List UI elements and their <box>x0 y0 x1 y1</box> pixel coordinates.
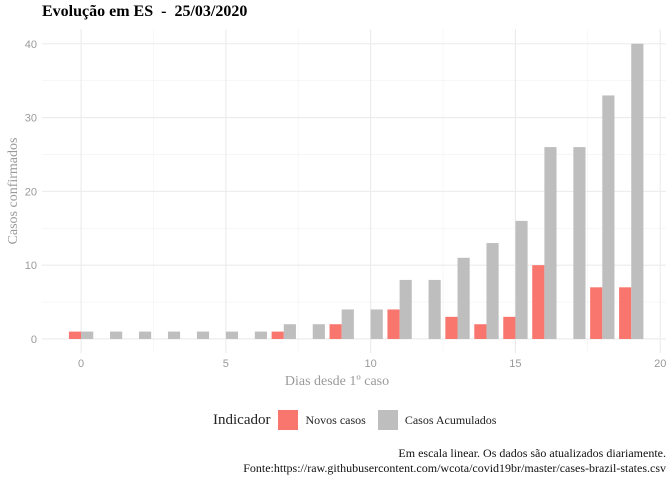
legend-key-novos-casos <box>278 410 299 430</box>
x-axis-label: Dias desde 1º caso <box>285 374 389 389</box>
bar-casos-acumulados <box>139 331 152 339</box>
y-tick-label: 20 <box>25 186 37 198</box>
legend: Indicador Novos casos Casos Acumulados <box>213 410 508 430</box>
legend-label-novos-casos: Novos casos <box>305 412 366 427</box>
x-tick-label: 20 <box>654 358 666 370</box>
legend-label-casos-acumulados: Casos Acumulados <box>404 412 497 427</box>
bar-casos-acumulados <box>399 279 412 339</box>
bar-casos-acumulados <box>428 279 441 339</box>
bar-casos-acumulados <box>283 324 296 339</box>
bar-novos-casos <box>445 316 458 339</box>
bar-novos-casos <box>532 265 545 339</box>
y-tick-label: 10 <box>25 260 37 272</box>
chart-title: Evolução em ES - 25/03/2020 <box>42 3 248 20</box>
legend-title: Indicador <box>213 411 271 428</box>
legend-key-casos-acumulados <box>377 410 398 430</box>
bar-novos-casos <box>271 331 284 339</box>
bar-novos-casos <box>387 309 400 339</box>
y-axis-label: Casos confirmados <box>6 138 21 245</box>
bar-casos-acumulados <box>254 331 267 339</box>
caption-line-2: Fonte:https://raw.githubusercontent.com/… <box>243 461 666 475</box>
bar-casos-acumulados <box>110 331 123 339</box>
x-tick-label: 5 <box>223 358 229 370</box>
x-tick-label: 0 <box>78 358 84 370</box>
caption: Em escala linear. Os dados são atualizad… <box>243 446 666 476</box>
bar-novos-casos <box>474 324 487 339</box>
y-tick-label: 0 <box>31 334 37 346</box>
bar-novos-casos <box>68 331 82 339</box>
bar-casos-acumulados <box>370 309 383 339</box>
bar-casos-acumulados <box>167 331 181 339</box>
caption-line-1: Em escala linear. Os dados são atualizad… <box>398 446 666 460</box>
bar-casos-acumulados <box>631 43 644 339</box>
bar-novos-casos <box>329 324 342 339</box>
x-tick-label: 10 <box>365 358 377 370</box>
bar-casos-acumulados <box>196 331 210 339</box>
chart: 0 5 10 15 20 0 10 20 30 40 Dias desde 1º caso Casos… <box>6 29 666 389</box>
bar-novos-casos <box>590 287 603 339</box>
bar-novos-casos <box>503 316 516 339</box>
bar-casos-acumulados <box>486 243 499 339</box>
bar-novos-casos <box>619 287 632 339</box>
y-tick-label: 30 <box>25 113 37 125</box>
bar-casos-acumulados <box>81 331 94 339</box>
x-tick-label: 15 <box>509 358 521 370</box>
bar-casos-acumulados <box>515 220 528 339</box>
bar-casos-acumulados <box>573 147 586 339</box>
bar-casos-acumulados <box>602 95 615 339</box>
bar-casos-acumulados <box>312 324 325 339</box>
bar-casos-acumulados <box>341 309 354 339</box>
bar-casos-acumulados <box>544 147 557 339</box>
y-tick-label: 40 <box>25 39 37 51</box>
bar-casos-acumulados <box>457 257 470 339</box>
bar-casos-acumulados <box>225 331 239 339</box>
